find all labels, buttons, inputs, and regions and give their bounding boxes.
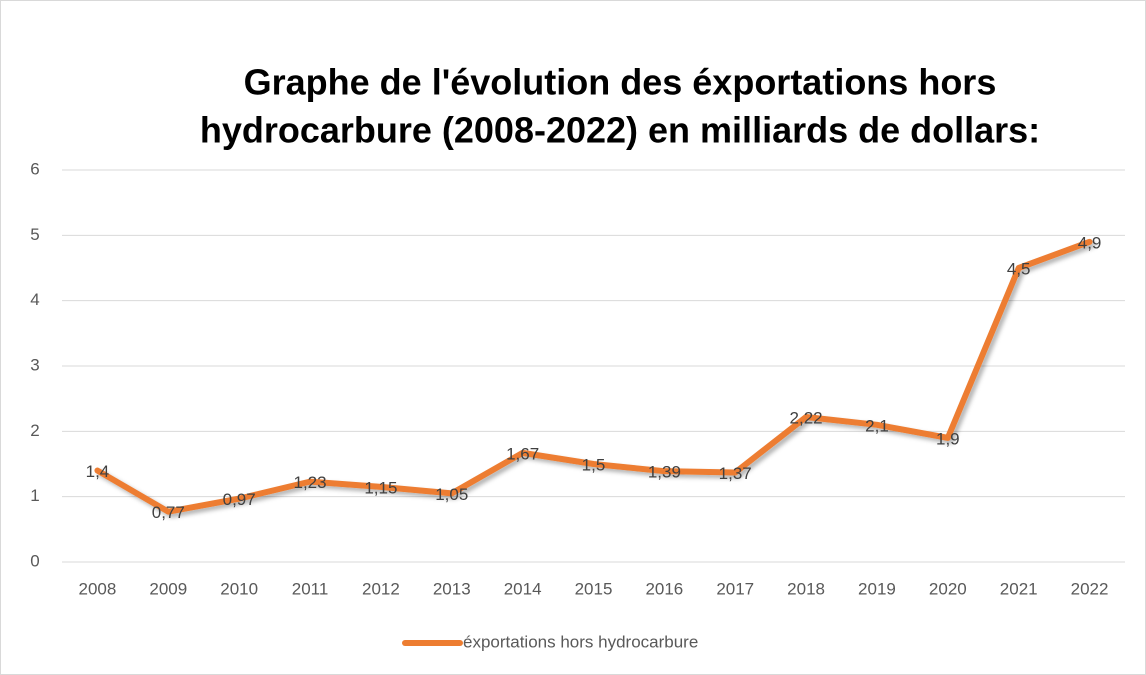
data-label: 1,37: [719, 464, 752, 483]
data-label: 0,97: [223, 490, 256, 509]
x-tick-label: 2013: [433, 579, 471, 598]
y-tick-label: 6: [30, 159, 39, 178]
x-tick-label: 2016: [645, 579, 683, 598]
data-label: 1,9: [936, 429, 960, 448]
x-tick-label: 2022: [1071, 579, 1109, 598]
data-label: 4,5: [1007, 259, 1031, 278]
y-tick-label: 5: [30, 225, 39, 244]
data-label: 1,05: [435, 485, 468, 504]
data-label: 1,15: [364, 478, 397, 497]
y-tick-label: 2: [30, 421, 39, 440]
data-line: [94, 238, 1093, 515]
y-tick-label: 0: [30, 551, 39, 570]
x-tick-label: 2014: [504, 579, 542, 598]
x-tick-label: 2020: [929, 579, 967, 598]
data-label: 1,39: [648, 463, 681, 482]
data-label: 1,4: [86, 462, 110, 481]
data-label: 1,5: [582, 455, 606, 474]
x-tick-label: 2019: [858, 579, 896, 598]
x-tick-label: 2012: [362, 579, 400, 598]
x-tick-label: 2008: [79, 579, 117, 598]
data-label: 2,1: [865, 416, 889, 435]
x-tick-label: 2015: [575, 579, 613, 598]
data-label: 1,67: [506, 444, 539, 463]
chart-title: Graphe de l'évolution des éxportations h…: [244, 62, 997, 103]
x-tick-label: 2017: [716, 579, 754, 598]
y-tick-label: 3: [30, 355, 39, 374]
data-label: 1,23: [293, 473, 326, 492]
x-tick-label: 2021: [1000, 579, 1038, 598]
x-tick-label: 2010: [220, 579, 258, 598]
y-tick-label: 4: [30, 290, 39, 309]
x-tick-label: 2018: [787, 579, 825, 598]
chart-title: hydrocarbure (2008-2022) en milliards de…: [200, 110, 1040, 151]
data-label: 4,9: [1078, 233, 1102, 252]
data-label: 2,22: [790, 408, 823, 427]
x-tick-label: 2009: [149, 579, 187, 598]
legend-label: éxportations hors hydrocarbure: [463, 632, 698, 651]
x-tick-label: 2011: [292, 579, 329, 598]
y-tick-label: 1: [30, 486, 39, 505]
data-label: 0,77: [152, 503, 185, 522]
